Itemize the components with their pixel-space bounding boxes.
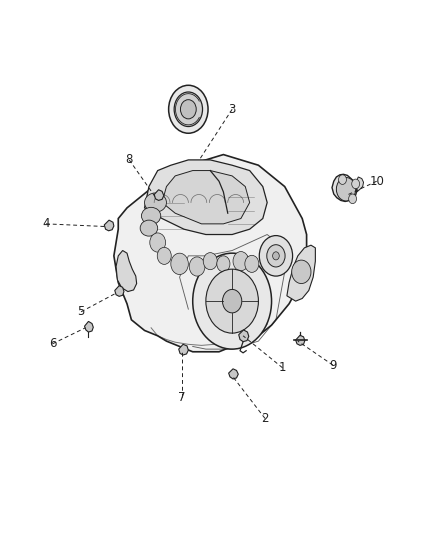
Circle shape — [259, 236, 293, 276]
Circle shape — [339, 175, 346, 184]
Text: 1: 1 — [279, 361, 286, 374]
Polygon shape — [332, 174, 357, 201]
Polygon shape — [114, 155, 307, 352]
Polygon shape — [154, 190, 164, 200]
Polygon shape — [116, 251, 137, 292]
Text: 9: 9 — [329, 359, 337, 372]
Circle shape — [267, 245, 285, 267]
Polygon shape — [179, 344, 188, 355]
Circle shape — [272, 252, 279, 260]
Text: 6: 6 — [49, 337, 57, 350]
Polygon shape — [145, 160, 267, 235]
Circle shape — [349, 194, 357, 204]
Polygon shape — [357, 177, 364, 192]
Circle shape — [174, 92, 202, 126]
Circle shape — [233, 252, 249, 271]
Circle shape — [217, 256, 230, 272]
Text: 7: 7 — [178, 391, 186, 403]
Circle shape — [171, 253, 188, 274]
Polygon shape — [104, 220, 114, 231]
Circle shape — [203, 253, 217, 270]
Text: 5: 5 — [78, 305, 85, 318]
Text: 10: 10 — [369, 175, 384, 188]
Circle shape — [150, 233, 166, 252]
Circle shape — [180, 100, 196, 119]
Polygon shape — [239, 330, 249, 342]
Text: 4: 4 — [42, 217, 50, 230]
Polygon shape — [115, 286, 124, 296]
Polygon shape — [85, 321, 93, 332]
Polygon shape — [229, 369, 238, 379]
Circle shape — [193, 253, 272, 349]
Polygon shape — [162, 171, 250, 224]
Text: 2: 2 — [261, 412, 269, 425]
Ellipse shape — [141, 207, 161, 224]
Circle shape — [223, 289, 242, 313]
Circle shape — [352, 179, 360, 189]
Circle shape — [336, 177, 356, 201]
Circle shape — [157, 247, 171, 264]
Text: 3: 3 — [229, 103, 236, 116]
Circle shape — [206, 269, 258, 333]
Polygon shape — [287, 245, 315, 301]
Circle shape — [245, 255, 259, 272]
Polygon shape — [296, 335, 305, 345]
Ellipse shape — [140, 220, 158, 236]
Circle shape — [292, 260, 311, 284]
Text: 8: 8 — [126, 154, 133, 166]
Ellipse shape — [145, 193, 166, 212]
Circle shape — [189, 257, 205, 276]
Circle shape — [169, 85, 208, 133]
